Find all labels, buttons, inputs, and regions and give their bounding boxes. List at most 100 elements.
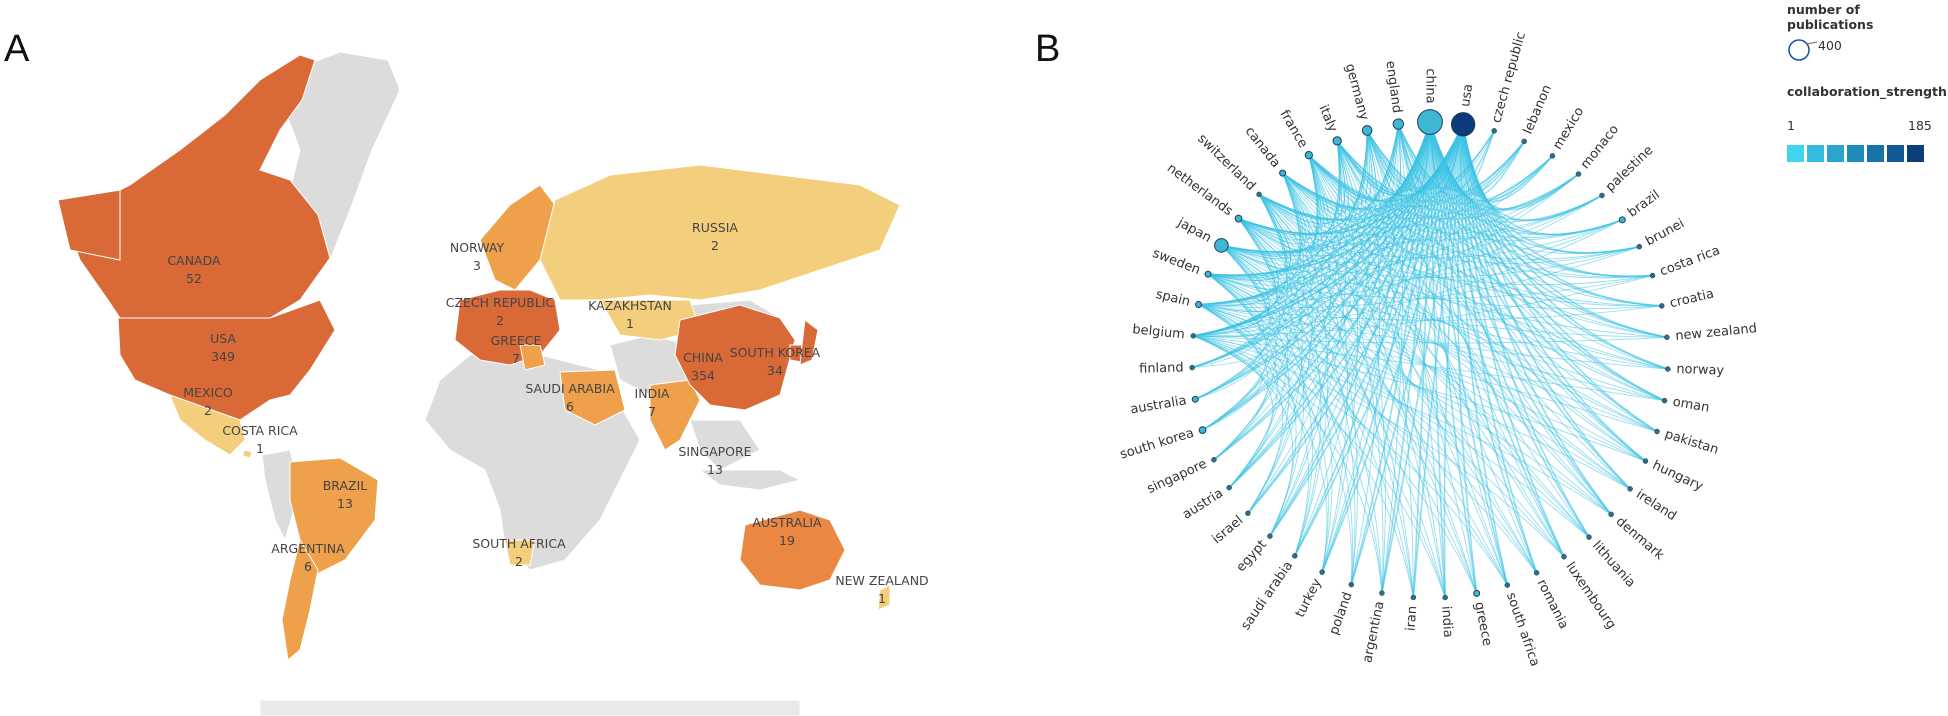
network-edge [1193, 335, 1646, 462]
network-edge [1198, 304, 1590, 538]
network-edge [1193, 130, 1368, 337]
map-region-value: 1 [626, 316, 634, 331]
network-node [1392, 118, 1404, 130]
network-edge [1397, 123, 1525, 196]
network-edge [1198, 304, 1353, 585]
network-node [1304, 150, 1313, 160]
network-node [1661, 397, 1668, 404]
map-region-label: AUSTRALIA [752, 515, 822, 530]
network-edge [1366, 121, 1431, 192]
network-edge [1282, 172, 1658, 432]
network-node [1190, 333, 1196, 339]
network-edge [1366, 130, 1631, 490]
network-node [1211, 457, 1217, 463]
network-node-label: usa [1458, 83, 1476, 108]
network-edge [1336, 140, 1665, 402]
land-indonesia [698, 469, 802, 491]
network-edge [1282, 172, 1590, 538]
network-edge [1429, 121, 1668, 339]
network-edge [1198, 155, 1553, 305]
land-colored-layer [57, 54, 901, 661]
network-node [1410, 594, 1417, 601]
network-edge [1308, 154, 1623, 241]
land-saudi-arabia [559, 369, 626, 426]
network-edges [1191, 121, 1669, 598]
network-edge [1258, 194, 1631, 490]
network-node [1267, 533, 1273, 539]
map-region-value: 3 [473, 258, 481, 273]
network-node [1189, 364, 1195, 371]
map-region-label: ARGENTINA [271, 541, 345, 556]
map-region-value: 354 [691, 368, 715, 383]
network-node [1204, 270, 1212, 278]
land-mexico [169, 394, 246, 456]
network-edge [1238, 172, 1311, 245]
network-node [1361, 125, 1373, 136]
network-edge [1336, 124, 1464, 196]
network-edge [1336, 140, 1623, 239]
network-edge [1193, 335, 1263, 431]
network-node-label: ireland [1633, 487, 1679, 524]
network-node [1214, 238, 1229, 253]
network-node-label: india [1438, 606, 1455, 639]
network-nodes [1189, 109, 1671, 601]
network-edge [1207, 173, 1579, 279]
network-edge [1221, 245, 1537, 574]
land-new-zealand [877, 584, 891, 611]
land-greenland [284, 51, 401, 261]
network-edge [1238, 218, 1623, 259]
network-edge [1258, 124, 1399, 221]
network-edge [1198, 304, 1284, 514]
land-japan [799, 319, 819, 366]
network-node-label: israel [1210, 513, 1247, 547]
map-region-value: 13 [337, 496, 353, 511]
network-node-label: brunei [1643, 216, 1687, 249]
network-edge [1308, 154, 1646, 462]
network-edge [1193, 194, 1288, 337]
network-node [1234, 214, 1243, 223]
network-edge [1397, 123, 1646, 462]
network-edge [1193, 121, 1431, 337]
network-edge [1238, 218, 1446, 598]
land-south-africa [504, 539, 536, 566]
map-region-label: CANADA [167, 253, 221, 268]
network-edge [1282, 172, 1603, 234]
network-edge [1294, 121, 1431, 557]
network-edge [1336, 140, 1508, 586]
network-node-label: south africa [1503, 591, 1542, 669]
land-greece [519, 344, 546, 371]
network-node [1665, 366, 1671, 372]
panel-label-a: A [4, 28, 30, 70]
size-legend-value: 400 [1818, 38, 1842, 53]
network-edge [1207, 121, 1431, 276]
network-edge [1321, 124, 1399, 573]
network-node-label: england [1382, 60, 1404, 114]
network-node-label: palestine [1603, 143, 1656, 195]
network-node [1659, 303, 1665, 309]
map-region-label: USA [210, 331, 236, 346]
network-node [1575, 171, 1582, 177]
network-node-label: costa rica [1658, 243, 1722, 279]
network-node [1608, 511, 1614, 518]
network-edge [1258, 194, 1590, 538]
network-edge [1321, 140, 1359, 573]
network-node [1226, 484, 1232, 491]
network-node-label: france [1276, 107, 1310, 150]
map-region-label: INDIA [635, 386, 670, 401]
network-edge [1282, 172, 1662, 307]
network-node-label: denmark [1613, 514, 1667, 563]
network-edge [1258, 172, 1316, 234]
network-edge [1192, 335, 1259, 369]
color-legend-max: 185 [1908, 118, 1932, 133]
network-edge [1193, 335, 1294, 537]
map-region-label: NEW ZEALAND [835, 573, 928, 588]
network-edge [1221, 245, 1313, 557]
network-node-label: australia [1129, 393, 1187, 417]
network-edge [1195, 245, 1271, 400]
network-edge [1202, 273, 1268, 431]
network-node [1245, 510, 1251, 517]
network-node [1417, 109, 1443, 135]
network-edge [1221, 140, 1342, 255]
network-edge [1221, 218, 1286, 269]
